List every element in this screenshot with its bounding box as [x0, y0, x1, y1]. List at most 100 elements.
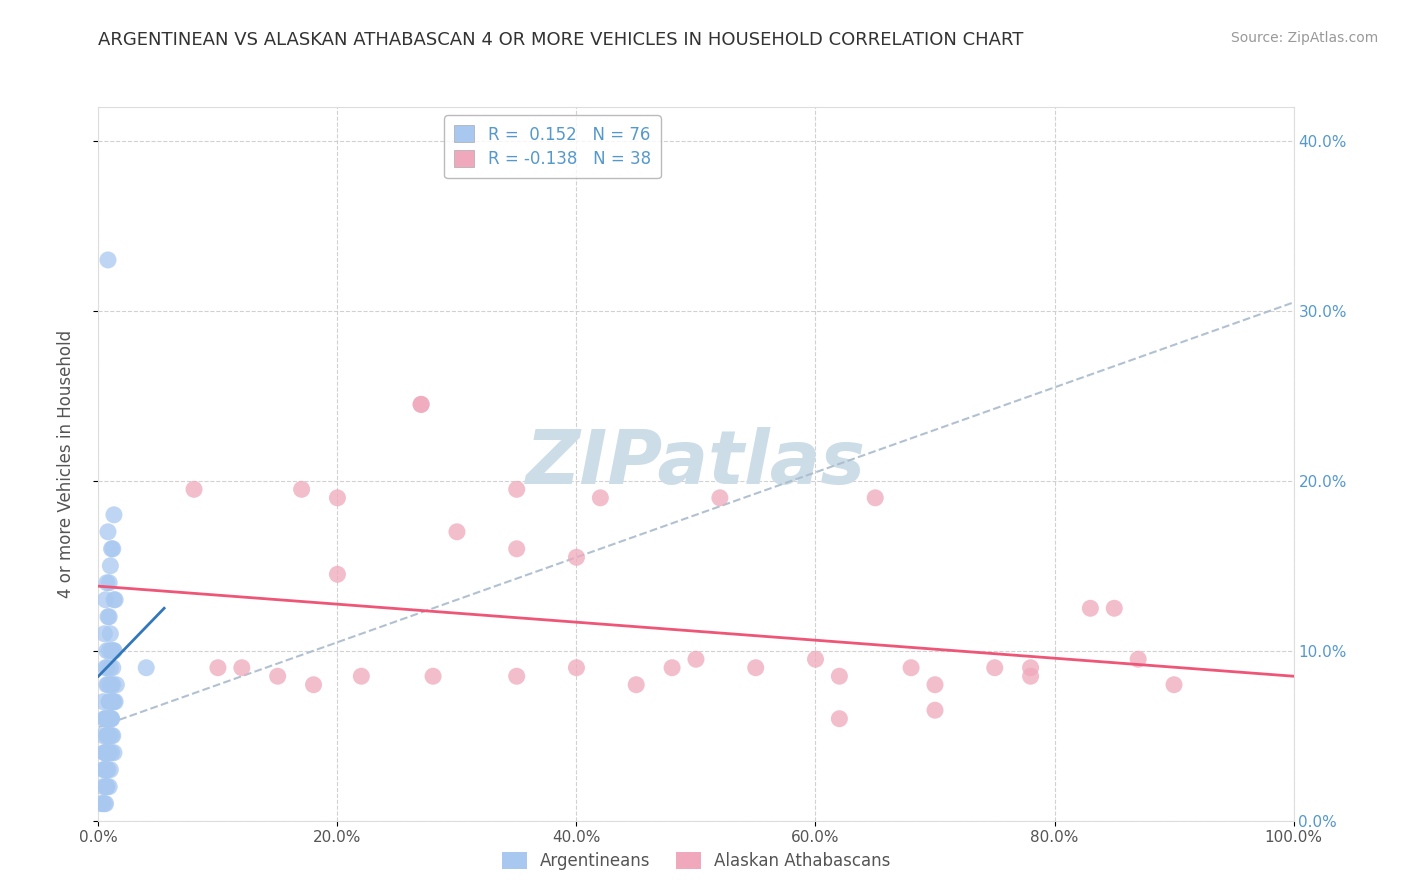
Point [104, 695, 127, 709]
Point [924, 678, 946, 692]
Point [900, 661, 922, 675]
Point [98, 661, 122, 675]
Point [1128, 652, 1150, 666]
Point [93, 712, 115, 726]
Point [100, 644, 122, 658]
Point [94, 763, 117, 777]
Point [98, 695, 121, 709]
Point [100, 712, 122, 726]
Point [302, 678, 325, 692]
Legend: Argentineans, Alaskan Athabascans: Argentineans, Alaskan Athabascans [495, 845, 897, 877]
Y-axis label: 4 or more Vehicles in Household: 4 or more Vehicles in Household [56, 330, 75, 598]
Point [93, 626, 115, 640]
Point [661, 661, 683, 675]
Point [96, 644, 118, 658]
Point [97, 729, 120, 743]
Point [100, 712, 122, 726]
Point [93, 797, 115, 811]
Point [98, 695, 121, 709]
Point [101, 661, 124, 675]
Point [93, 746, 115, 760]
Point [267, 669, 290, 683]
Point [98, 746, 121, 760]
Point [103, 508, 125, 522]
Text: Source: ZipAtlas.com: Source: ZipAtlas.com [1230, 31, 1378, 45]
Point [94, 797, 117, 811]
Point [291, 483, 314, 497]
Point [100, 729, 122, 743]
Point [98, 644, 121, 658]
Point [98, 712, 122, 726]
Point [98, 746, 121, 760]
Point [100, 678, 122, 692]
Point [863, 491, 887, 505]
Point [97, 746, 120, 760]
Point [97, 609, 120, 624]
Point [828, 669, 851, 683]
Point [96, 780, 118, 794]
Point [135, 661, 157, 675]
Point [96, 575, 118, 590]
Point [96, 729, 118, 743]
Point [183, 483, 205, 497]
Point [506, 669, 529, 683]
Point [924, 703, 946, 717]
Point [94, 780, 117, 794]
Point [103, 746, 125, 760]
Point [96, 729, 118, 743]
Point [103, 644, 125, 658]
Point [105, 678, 128, 692]
Point [506, 483, 529, 497]
Point [96, 780, 118, 794]
Point [98, 558, 122, 573]
Point [1019, 661, 1042, 675]
Point [91, 797, 114, 811]
Text: ZIPatlas: ZIPatlas [526, 427, 866, 500]
Point [98, 609, 121, 624]
Point [98, 575, 121, 590]
Point [804, 652, 827, 666]
Point [101, 729, 124, 743]
Point [104, 592, 127, 607]
Point [96, 763, 118, 777]
Point [411, 397, 433, 411]
Point [97, 678, 120, 692]
Point [828, 712, 851, 726]
Point [96, 661, 118, 675]
Point [94, 746, 117, 760]
Point [94, 661, 117, 675]
Point [1163, 678, 1185, 692]
Point [565, 661, 588, 675]
Point [100, 541, 122, 556]
Point [745, 661, 768, 675]
Point [98, 729, 121, 743]
Point [103, 592, 125, 607]
Point [93, 763, 115, 777]
Point [98, 678, 122, 692]
Point [207, 661, 229, 675]
Point [231, 661, 253, 675]
Point [411, 397, 433, 411]
Point [94, 712, 117, 726]
Point [101, 695, 124, 709]
Point [97, 524, 120, 539]
Point [984, 661, 1007, 675]
Point [101, 678, 124, 692]
Point [94, 712, 117, 726]
Point [98, 780, 121, 794]
Point [685, 652, 707, 666]
Point [96, 678, 118, 692]
Point [103, 644, 125, 658]
Point [589, 491, 612, 505]
Point [94, 592, 117, 607]
Point [97, 252, 120, 267]
Point [98, 763, 122, 777]
Point [98, 626, 122, 640]
Point [709, 491, 731, 505]
Point [101, 541, 124, 556]
Point [1080, 601, 1102, 615]
Point [565, 550, 588, 565]
Point [626, 678, 648, 692]
Point [91, 695, 114, 709]
Point [91, 797, 114, 811]
